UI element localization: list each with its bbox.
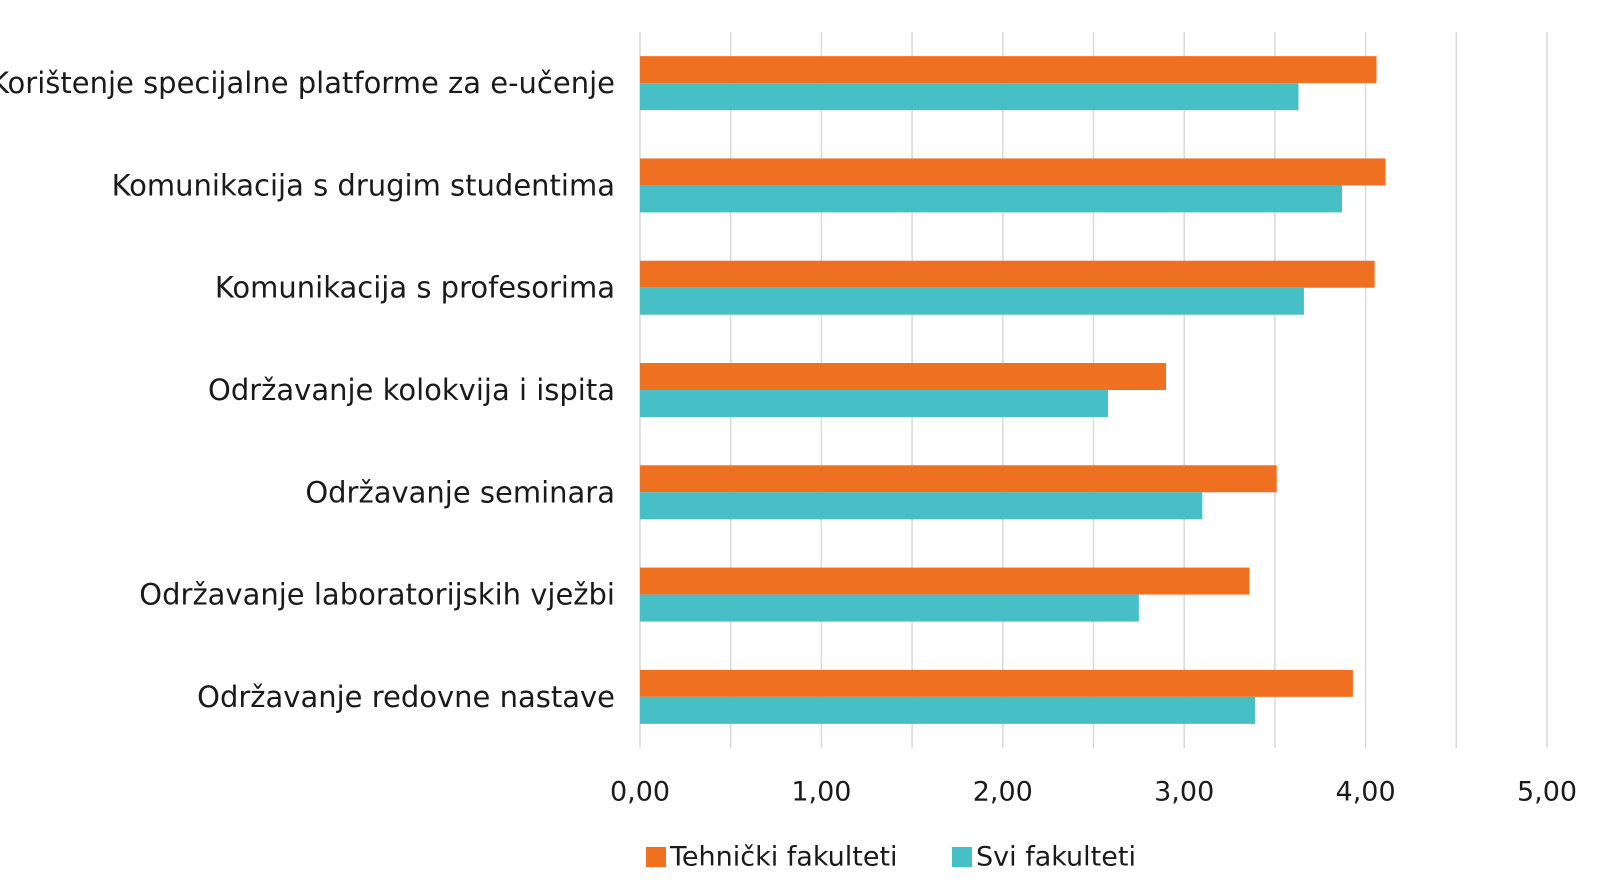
legend-swatch — [646, 847, 666, 867]
x-tick-label: 2,00 — [973, 777, 1033, 808]
bar-svi-4 — [640, 492, 1203, 520]
category-label: Održavanje seminara — [305, 475, 615, 509]
x-tick-labels: 0,00 1,00 2,00 3,00 4,00 5,00 — [610, 777, 1577, 808]
bar-svi-6 — [640, 696, 1255, 724]
x-tick-label: 1,00 — [791, 777, 851, 808]
bar-svi-5 — [640, 594, 1139, 622]
bar-tehnicki-5 — [640, 567, 1250, 595]
bar-tehnicki-1 — [640, 158, 1386, 186]
legend: Tehnički fakulteti Svi fakulteti — [646, 842, 1136, 873]
category-label: Održavanje kolokvija i ispita — [208, 373, 615, 407]
legend-label: Svi fakulteti — [976, 842, 1136, 873]
bar-tehnicki-3 — [640, 363, 1167, 390]
category-label: Održavanje redovne nastave — [197, 680, 615, 714]
bar-tehnicki-2 — [640, 260, 1375, 288]
x-tick-label: 4,00 — [1336, 777, 1396, 808]
bar-tehnicki-0 — [640, 56, 1377, 84]
bar-svi-0 — [640, 83, 1299, 111]
bar-tehnicki-6 — [640, 669, 1353, 697]
legend-label: Tehnički fakulteti — [669, 842, 898, 873]
category-label: Komunikacija s profesorima — [215, 271, 615, 305]
x-tick-label: 5,00 — [1517, 777, 1577, 808]
bar-svi-3 — [640, 390, 1109, 417]
bar-svi-1 — [640, 185, 1343, 213]
legend-swatch — [952, 847, 972, 867]
category-label: Korištenje specijalne platforme za e-uče… — [0, 66, 615, 100]
category-label: Komunikacija s drugim studentima — [112, 168, 615, 202]
bar-svi-2 — [640, 287, 1304, 315]
bar-tehnicki-4 — [640, 465, 1277, 493]
category-label: Održavanje laboratorijskih vježbi — [139, 578, 615, 612]
category-labels: Korištenje specijalne platforme za e-uče… — [0, 66, 615, 714]
x-tick-label: 3,00 — [1154, 777, 1214, 808]
x-tick-label: 0,00 — [610, 777, 670, 808]
bars-layer — [640, 56, 1386, 724]
